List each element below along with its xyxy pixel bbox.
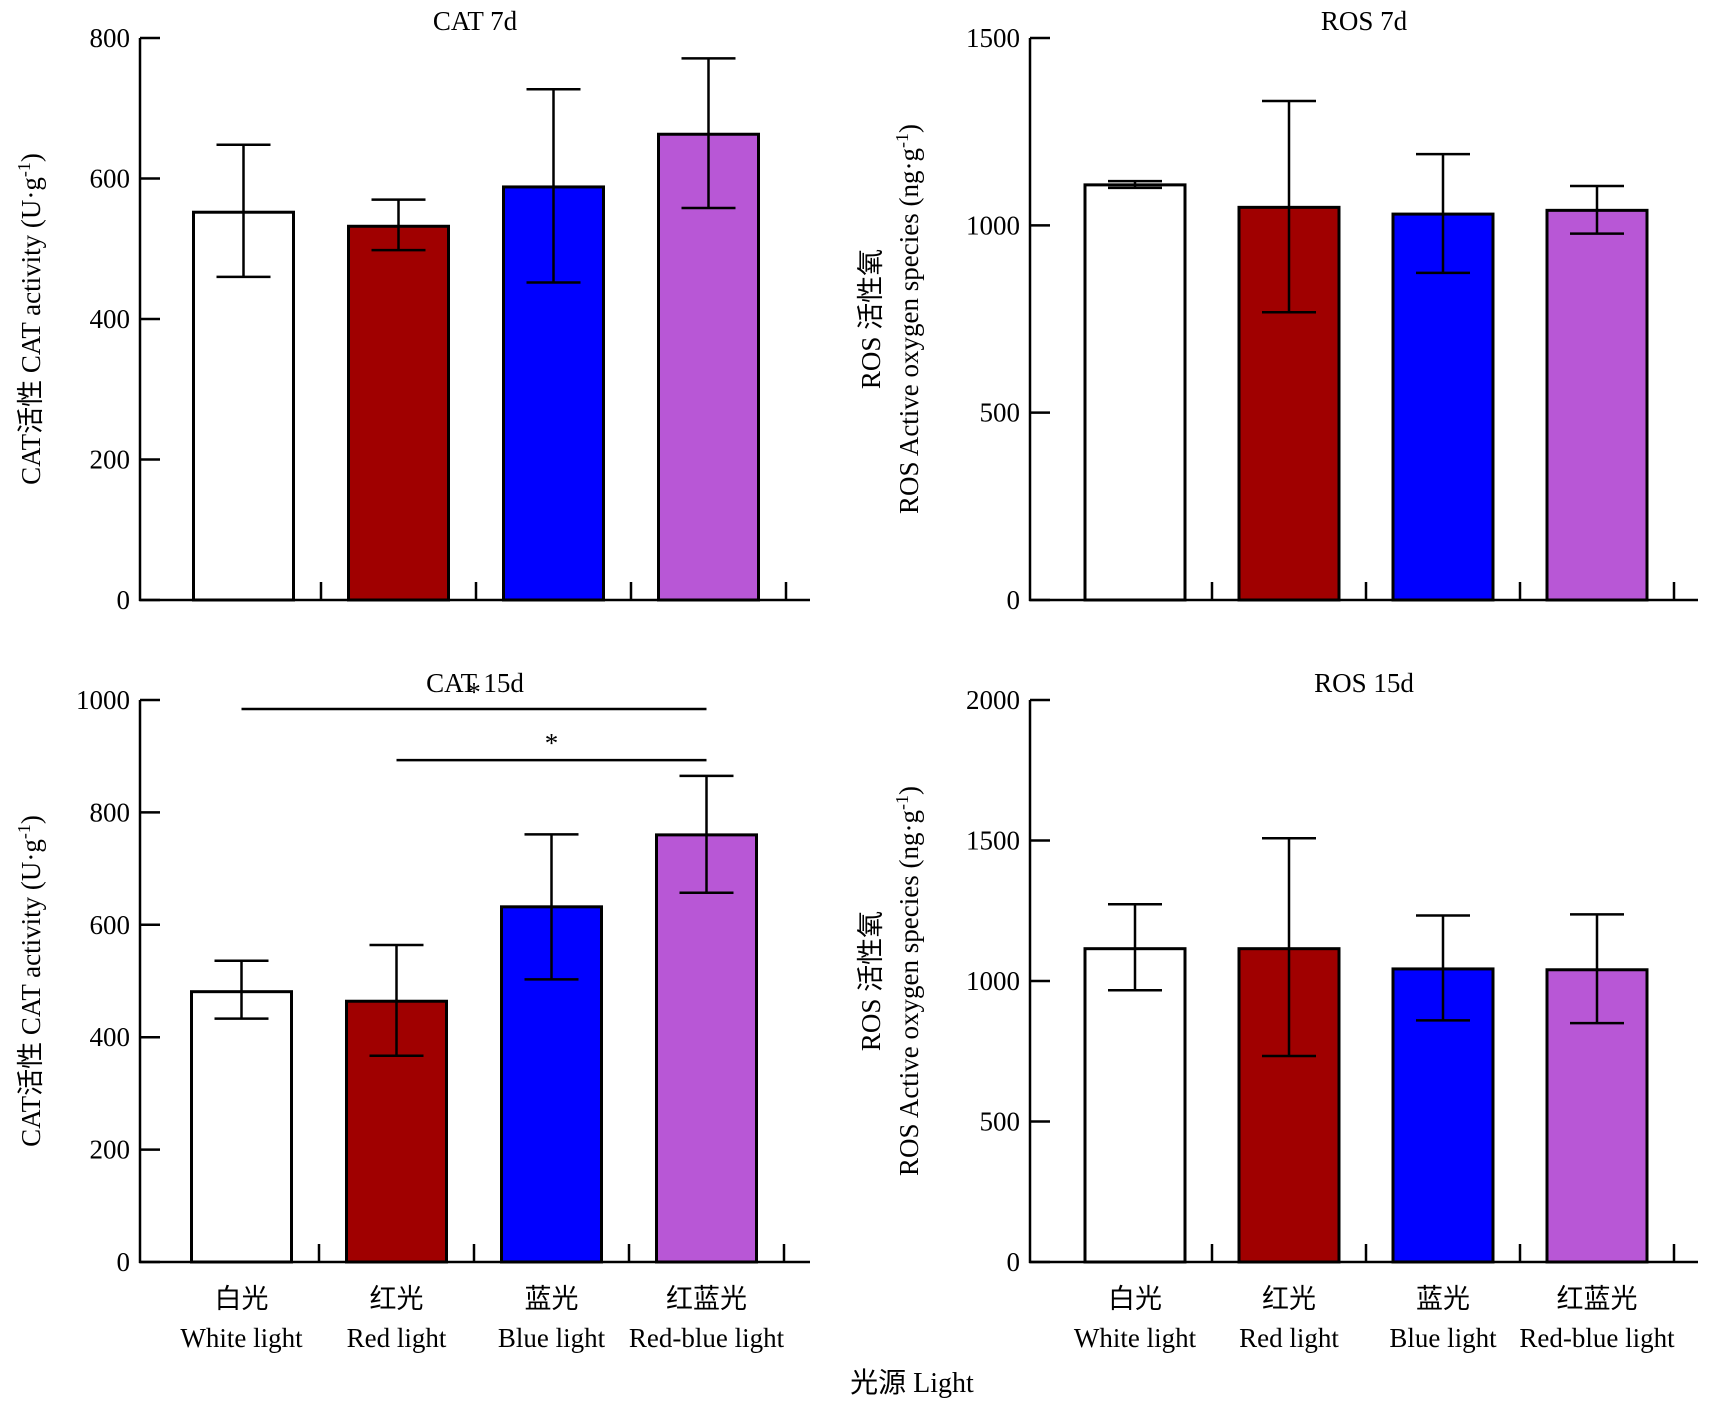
- chart-ros-15d: ROS 15d 0 500 1000 1500 2000 白光 White light 红光 Re…: [856, 668, 1698, 1353]
- y-tick-label: 600: [90, 910, 131, 940]
- chart-title: ROS 15d: [1314, 668, 1414, 698]
- y-axis-label: CAT活性 CAT activity (U·g-1): [14, 153, 46, 485]
- y-tick-label: 600: [90, 164, 131, 194]
- y-tick-label: 1500: [966, 826, 1020, 856]
- chart-title: CAT 7d: [433, 6, 518, 36]
- y-tick-label: 800: [90, 797, 131, 827]
- y-tick-label: 0: [117, 585, 131, 615]
- y-axis-label-zh: ROS 活性氧: [856, 249, 886, 389]
- bar: [347, 224, 450, 602]
- y-tick-label: 2000: [966, 685, 1020, 715]
- x-tick-label-zh: 蓝光: [1416, 1284, 1470, 1314]
- x-axis-label: 光源 Light: [850, 1367, 974, 1399]
- y-axis-label-zh: ROS 活性氧: [856, 911, 886, 1051]
- y-tick-label: 0: [1007, 585, 1021, 615]
- y-tick-label: 1500: [966, 23, 1020, 53]
- chart-cat-7d: CAT 7d 0 200 400 600 800 CAT活性 CAT activity (U…: [14, 6, 810, 615]
- bar: [655, 833, 758, 1264]
- x-tick-label-en: Red-blue light: [629, 1323, 785, 1353]
- x-tick-label-en: White light: [180, 1323, 303, 1353]
- significance-label: *: [545, 728, 559, 758]
- chart-ros-7d: ROS 7d 0 500 1000 1500 ROS 活性氧 ROS Active oxyg…: [856, 6, 1698, 615]
- y-tick-label: 500: [980, 398, 1021, 428]
- chart-title: CAT 15d: [426, 668, 524, 698]
- x-tick-label-en: Blue light: [498, 1323, 606, 1353]
- chart-cat-15d: CAT 15d 0 200 400 600 800 1000 白光 White light 红光 R…: [14, 668, 810, 1353]
- y-tick-label: 200: [90, 1135, 131, 1165]
- x-tick-label-zh: 蓝光: [525, 1284, 579, 1314]
- y-tick-label: 0: [117, 1247, 131, 1277]
- y-axis-label-en: ROS Active oxygen species (ng·g-1): [892, 786, 924, 1176]
- y-tick-label: 400: [90, 304, 131, 334]
- bar: [1083, 183, 1187, 602]
- significance-label: *: [467, 677, 481, 707]
- x-tick-label-zh: 红蓝光: [1557, 1284, 1638, 1314]
- bar: [190, 990, 293, 1264]
- bar: [1083, 947, 1187, 1264]
- chart-title: ROS 7d: [1321, 6, 1408, 36]
- y-axis-label-en: ROS Active oxygen species (ng·g-1): [892, 124, 924, 514]
- bar: [1545, 208, 1649, 602]
- x-tick-label-zh: 红蓝光: [666, 1284, 747, 1314]
- x-tick-label-en: Red light: [347, 1323, 447, 1353]
- x-tick-label-en: White light: [1074, 1323, 1197, 1353]
- y-tick-label: 400: [90, 1022, 131, 1052]
- y-tick-label: 1000: [76, 685, 130, 715]
- y-tick-label: 200: [90, 445, 131, 475]
- x-tick-label-zh: 红光: [1262, 1284, 1316, 1314]
- y-tick-label: 1000: [966, 966, 1020, 996]
- y-tick-label: 500: [980, 1107, 1021, 1137]
- y-tick-label: 1000: [966, 210, 1020, 240]
- x-tick-label-zh: 白光: [1108, 1284, 1162, 1314]
- x-tick-label-zh: 红光: [370, 1284, 424, 1314]
- y-axis-label: CAT活性 CAT activity (U·g-1): [14, 815, 46, 1147]
- x-tick-label-en: Red-blue light: [1519, 1323, 1675, 1353]
- y-tick-label: 800: [90, 23, 131, 53]
- x-tick-label-zh: 白光: [215, 1284, 269, 1314]
- y-tick-label: 0: [1007, 1247, 1021, 1277]
- x-tick-label-en: Red light: [1239, 1323, 1339, 1353]
- x-tick-label-en: Blue light: [1389, 1323, 1497, 1353]
